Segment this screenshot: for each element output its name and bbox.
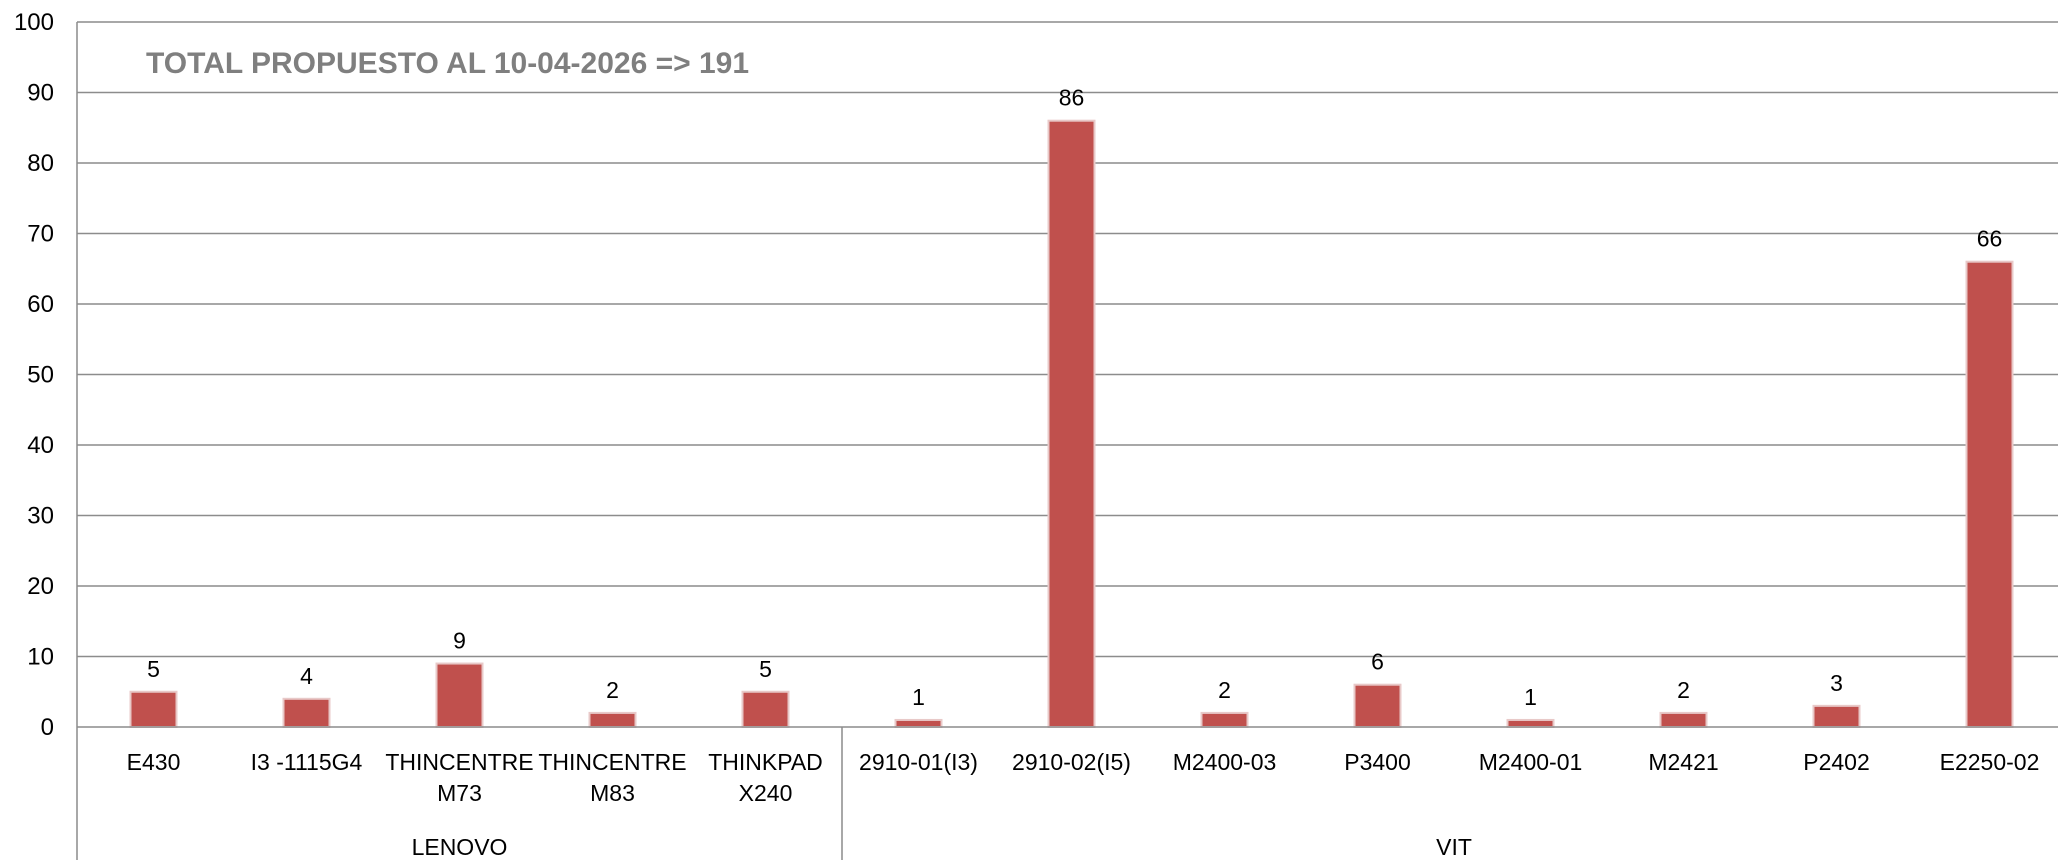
y-tick-label: 80 [27,150,54,177]
data-label: 4 [300,663,313,689]
x-tick-label: THINKPAD X240 [708,749,823,806]
bar [282,697,331,728]
data-label: 2 [606,677,619,703]
axes [76,22,2058,860]
data-label: 66 [1977,226,2003,252]
bar [1200,711,1249,729]
data-label: 6 [1371,649,1384,675]
data-label: 2 [1677,677,1690,703]
x-tick-label: M2421 [1648,749,1718,775]
x-tick-label: M2400-03 [1173,749,1277,775]
data-label: 1 [1524,684,1537,710]
group-label: VIT [1436,834,1472,860]
x-tick-label: E2250-02 [1940,749,2040,775]
bar [1353,683,1402,729]
y-tick-label: 10 [27,644,54,671]
x-tick-label: THINCENTRE M73 [385,749,533,806]
x-tick-label: THINCENTRE M83 [538,749,686,806]
data-label: 2 [1218,677,1231,703]
data-label: 5 [147,656,160,682]
y-tick-label: 90 [27,80,54,107]
bar [741,690,790,728]
data-label: 9 [453,628,466,654]
x-tick-label: M2400-01 [1479,749,1583,775]
bar [1047,119,1096,728]
data-label: 86 [1059,85,1085,111]
data-label: 3 [1830,670,1843,696]
y-tick-label: 30 [27,503,54,530]
labels: 0 10 20 30 40 50 60 70 80 90 100 5 E430 4 I3 -1115G4 9 T… [14,9,2039,860]
x-tick-label: 2910-02(I5) [1012,749,1131,775]
y-tick-label: 70 [27,221,54,248]
data-label: 1 [912,684,925,710]
bars [129,119,2014,729]
bar [1965,260,2014,728]
y-tick-label: 50 [27,362,54,389]
bar [894,718,943,729]
y-tick-label: 0 [41,714,54,741]
bar [1812,704,1861,728]
group-label: LENOVO [412,834,508,860]
bar [435,662,484,728]
x-tick-label: P2402 [1803,749,1870,775]
y-tick-label: 40 [27,432,54,459]
chart-title: TOTAL PROPUESTO AL 10-04-2026 => 191 [146,47,749,80]
bar [1506,718,1555,729]
x-tick-label: 2910-01(I3) [859,749,978,775]
x-tick-label: E430 [127,749,181,775]
bar [129,690,178,728]
bar [1659,711,1708,729]
data-label: 5 [759,656,772,682]
x-tick-label: P3400 [1344,749,1411,775]
y-tick-label: 20 [27,573,54,600]
bar [588,711,637,729]
y-tick-label: 60 [27,291,54,318]
y-tick-label: 100 [14,9,54,36]
x-tick-label: I3 -1115G4 [251,749,363,775]
